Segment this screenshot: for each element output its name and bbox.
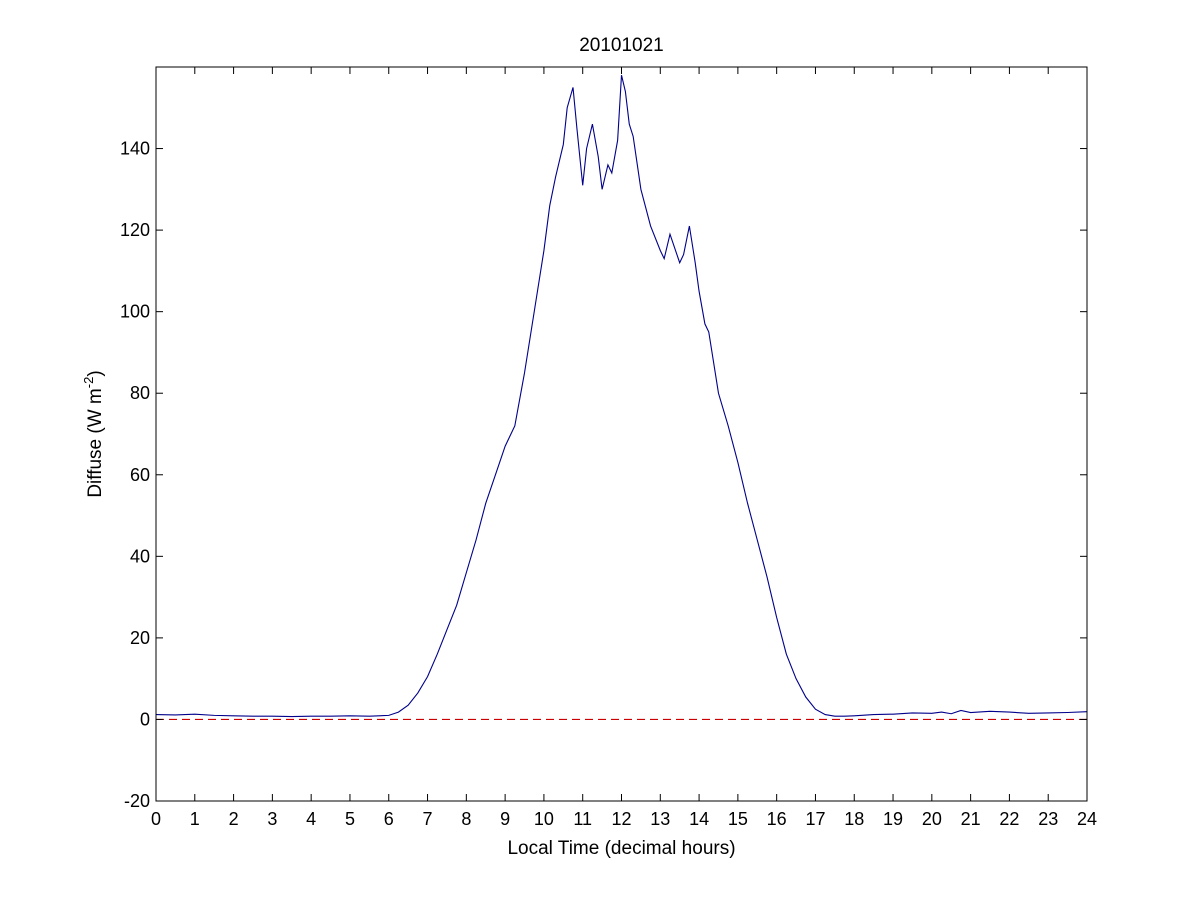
x-tick-label: 0: [151, 809, 161, 829]
y-tick-label: 40: [130, 546, 150, 566]
x-axis-label: Local Time (decimal hours): [507, 838, 735, 859]
x-tick-label: 6: [384, 809, 394, 829]
x-tick-label: 24: [1077, 809, 1097, 829]
y-axis-label-base: Diffuse (W m: [85, 388, 106, 497]
x-tick-label: 15: [728, 809, 748, 829]
plot-lines: [155, 75, 1088, 720]
y-tick-label: 20: [130, 628, 150, 648]
x-tick-label: 5: [345, 809, 355, 829]
x-tick-label: 18: [844, 809, 864, 829]
y-tick-label: 100: [120, 302, 150, 322]
x-tick-label: 16: [767, 809, 787, 829]
y-axis-label: Diffuse (W m-2): [81, 370, 106, 497]
x-tick-label: 8: [461, 809, 471, 829]
x-tick-label: 23: [1038, 809, 1058, 829]
x-tick-label: 12: [611, 809, 631, 829]
y-axis-label-superscript: -2: [81, 377, 96, 389]
chart-title: 20101021: [579, 35, 664, 56]
x-tick-label: 21: [961, 809, 981, 829]
x-tick-label: 7: [423, 809, 433, 829]
diffuse-series-line: [155, 75, 1088, 718]
y-tick-label: -20: [124, 791, 150, 811]
x-tick-label: 4: [306, 809, 316, 829]
x-tick-label: 13: [650, 809, 670, 829]
x-tick-label: 3: [267, 809, 277, 829]
y-tick-label: 120: [120, 220, 150, 240]
x-tick-label: 11: [573, 809, 592, 829]
x-tick-label: 19: [883, 809, 903, 829]
x-tick-label: 20: [922, 809, 942, 829]
y-tick-label: 140: [120, 139, 150, 159]
x-tick-label: 9: [500, 809, 510, 829]
axis-ticks: 0 1 2 3 4 5 6 7 8 9 10 11 12 13 14 15 16 17 18 19 20 21 22 23 24…: [120, 67, 1097, 829]
y-tick-label: 80: [130, 383, 150, 403]
x-tick-label: 2: [229, 809, 239, 829]
x-tick-label: 10: [534, 809, 554, 829]
y-axis-label-close: ): [85, 370, 106, 376]
y-tick-label: 60: [130, 465, 150, 485]
axes-box: [155, 66, 1088, 802]
x-tick-label: 1: [190, 809, 200, 829]
x-tick-label: 17: [805, 809, 825, 829]
x-tick-label: 22: [999, 809, 1019, 829]
x-tick-label: 14: [689, 809, 709, 829]
y-tick-label: 0: [140, 709, 150, 729]
